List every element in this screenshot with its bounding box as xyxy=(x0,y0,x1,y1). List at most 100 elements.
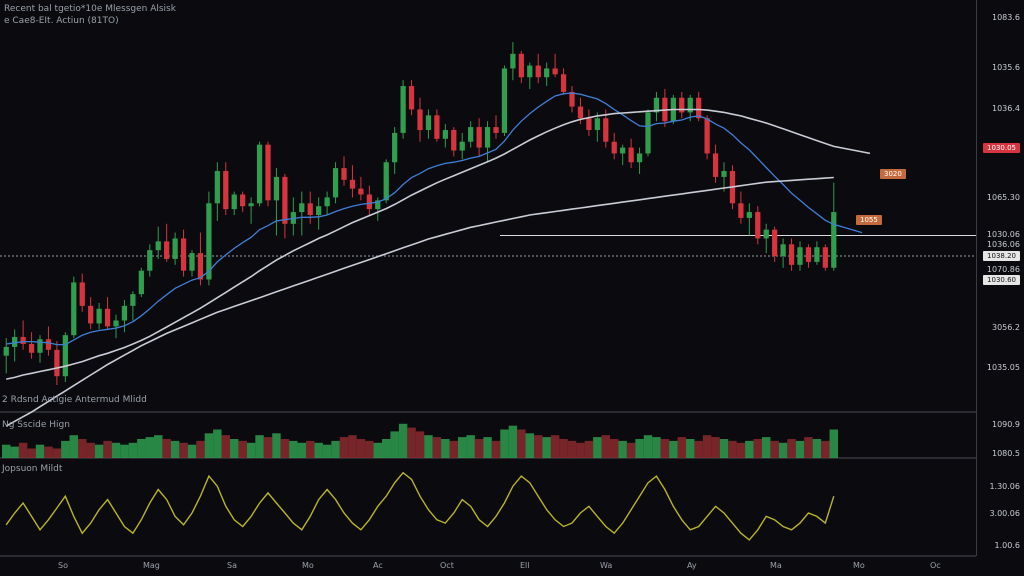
volume-bar xyxy=(508,425,518,458)
volume-bar xyxy=(398,423,408,458)
candle-body xyxy=(484,127,491,148)
candle-body xyxy=(721,171,727,177)
candle-body xyxy=(620,147,626,154)
candle-body xyxy=(552,68,558,75)
oscillator-axis-label: 3.00.06 xyxy=(989,509,1020,518)
candle-body xyxy=(240,194,246,207)
volume-bar xyxy=(669,440,678,458)
oscillator-line xyxy=(5,471,835,541)
candle-body xyxy=(822,247,828,268)
oscillator-axis-label: 1.00.6 xyxy=(994,541,1020,550)
price-axis-label: 1030.06 xyxy=(986,230,1020,239)
candle-body xyxy=(628,147,634,163)
candle-body xyxy=(366,194,372,210)
candle-body xyxy=(569,91,575,107)
candle-body xyxy=(189,253,195,271)
volume-bar xyxy=(770,440,779,458)
volume-bar xyxy=(10,446,19,458)
volume-bar xyxy=(179,442,188,458)
candle-body xyxy=(493,127,499,133)
time-axis-label: Ell xyxy=(520,561,530,570)
volume-bar xyxy=(618,440,627,458)
indicator-label: 2 Rdsnd Actigie Antermud Mlidd xyxy=(2,395,147,405)
candle-body xyxy=(223,171,229,210)
volume-bar xyxy=(246,442,256,458)
candle-body xyxy=(755,212,761,239)
candle-body xyxy=(763,229,769,239)
volume-bar xyxy=(339,437,349,458)
volume-bar xyxy=(322,444,332,458)
time-axis-label: Ay xyxy=(687,561,697,570)
candle-body xyxy=(780,244,786,257)
volume-bar xyxy=(542,437,551,458)
volume-bar xyxy=(593,437,602,458)
candle-body xyxy=(88,305,94,324)
candle-body xyxy=(417,109,423,130)
volume-bar xyxy=(719,439,729,458)
volume-bar xyxy=(736,442,746,458)
candle-body xyxy=(400,86,406,133)
volume-bar xyxy=(441,439,450,458)
candle-body xyxy=(28,343,35,353)
volume-bar xyxy=(356,439,366,458)
time-axis-label: Ma xyxy=(770,561,782,570)
volume-bar xyxy=(18,442,28,458)
volume-bar xyxy=(753,439,762,458)
volume-bar xyxy=(221,435,230,458)
volume-bar xyxy=(702,435,712,458)
chart-title-line-1: Recent bal tgetio*10e Mlessgen Alsisk xyxy=(4,4,176,14)
candle-body xyxy=(54,349,60,377)
volume-bar xyxy=(280,439,290,458)
price-axis-label: 1065.30 xyxy=(986,193,1020,202)
candle-body xyxy=(603,118,609,142)
volume-bar xyxy=(584,440,594,458)
volume-bar xyxy=(449,440,458,458)
time-axis-label: Mo xyxy=(853,561,865,570)
price-axis-label: 1035.05 xyxy=(986,363,1020,372)
candle-body xyxy=(476,127,482,148)
candle-body xyxy=(20,336,26,344)
volume-bar xyxy=(170,440,180,458)
candle-body xyxy=(113,320,119,327)
candle-body xyxy=(299,203,305,213)
moving-average-medium xyxy=(6,108,871,380)
volume-bar xyxy=(812,439,822,458)
candle-body xyxy=(37,339,43,353)
price-axis-label: 1070.86 xyxy=(986,265,1020,274)
volume-bar xyxy=(365,440,374,458)
candle-body xyxy=(814,247,820,262)
volume-bar xyxy=(272,433,281,458)
volume-bar xyxy=(626,442,636,458)
candle-body xyxy=(180,238,187,271)
price-axis-label: 1083.6 xyxy=(992,13,1020,22)
volume-bar xyxy=(390,431,399,458)
candle-body xyxy=(679,97,685,113)
candle-body xyxy=(248,203,254,207)
candle-body xyxy=(341,168,347,180)
time-axis-label: Oct xyxy=(440,561,454,570)
volume-bar xyxy=(424,435,433,458)
candle-body xyxy=(501,68,508,133)
volume-bar xyxy=(103,440,112,458)
candle-body xyxy=(788,244,795,265)
volume-bar xyxy=(145,437,154,458)
time-axis-label: Oc xyxy=(930,561,941,570)
volume-bar xyxy=(415,431,425,458)
candle-body xyxy=(206,203,212,280)
candle-body xyxy=(3,346,9,356)
volume-bar xyxy=(213,429,222,458)
candle-body xyxy=(383,162,389,201)
volume-bar xyxy=(255,435,264,458)
candle-body xyxy=(560,74,567,92)
candle-body xyxy=(324,197,330,207)
time-axis-label: Sa xyxy=(227,561,237,570)
volume-axis-label: 1090.9 xyxy=(992,420,1020,429)
chart-title-line-2: e Cae8-EIt. Actiun (81TO) xyxy=(4,16,119,26)
volume-bar xyxy=(787,439,796,458)
candle-body xyxy=(358,188,364,195)
candle-body xyxy=(172,238,178,259)
volume-bar xyxy=(643,435,653,458)
price-axis-divider xyxy=(976,0,977,556)
